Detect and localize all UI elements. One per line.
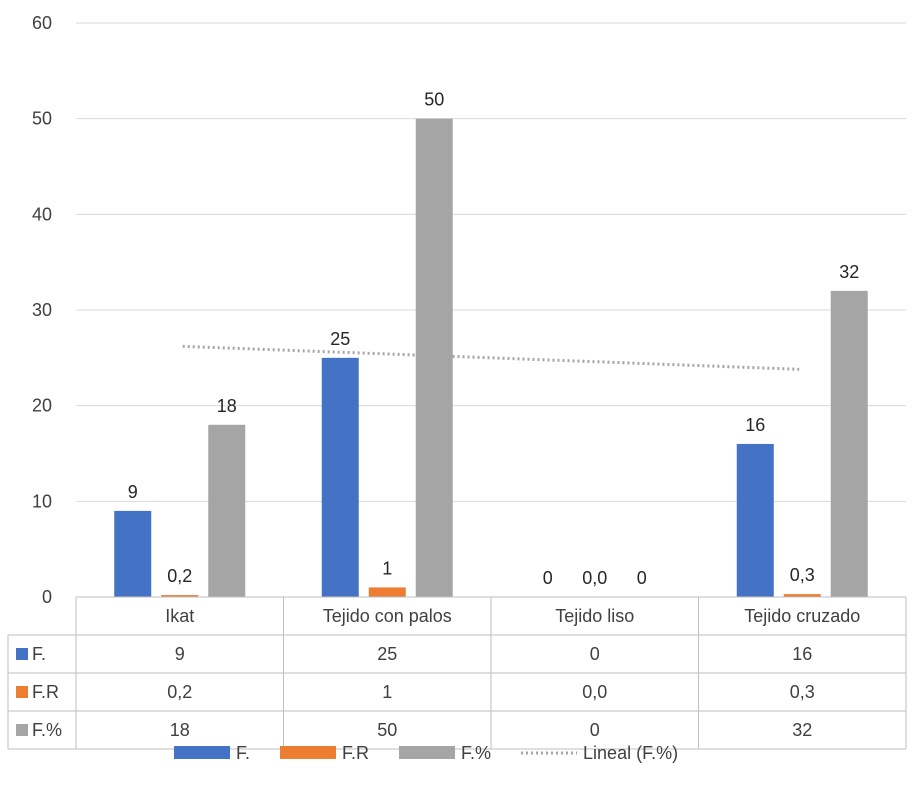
data-label: 0,3	[790, 565, 815, 585]
table-series-name: F.%	[32, 720, 62, 740]
table-series-name: F.	[32, 644, 46, 664]
trendline-line	[182, 344, 800, 371]
y-tick-label: 40	[32, 204, 52, 224]
legend: F. F.R F.% Lineal (F.%)	[174, 743, 678, 763]
category-label: Tejido liso	[555, 606, 634, 626]
legend-swatch	[280, 746, 337, 759]
data-label: 0,0	[582, 568, 607, 588]
y-tick-label: 60	[32, 13, 52, 33]
table-cell: 9	[175, 644, 185, 664]
bar	[161, 595, 199, 597]
table-cell: 32	[792, 720, 812, 740]
legend-swatch	[174, 746, 230, 759]
data-label: 50	[424, 90, 444, 110]
table-cell: 0,0	[582, 682, 607, 702]
data-label: 16	[745, 415, 765, 435]
table-series-name: F.R	[32, 682, 59, 702]
category-label: Tejido con palos	[323, 606, 452, 626]
data-labels: 9 25 0 16 0,2 1 0,0 0,3 18 50 0 32	[128, 90, 860, 588]
table-cell: 0	[590, 644, 600, 664]
bar	[830, 290, 868, 597]
data-label: 0	[637, 568, 647, 588]
table-cell: 25	[377, 644, 397, 664]
legend-swatch	[399, 746, 456, 759]
bar	[208, 424, 246, 597]
data-label: 0,2	[167, 566, 192, 586]
table-legend-key	[16, 686, 28, 698]
legend-label: F.R	[342, 743, 369, 763]
y-tick-label: 0	[42, 587, 52, 607]
table-cell: 0	[590, 720, 600, 740]
y-tick-label: 30	[32, 300, 52, 320]
gridlines	[76, 22, 906, 598]
bar	[736, 443, 774, 597]
table-cell: 16	[792, 644, 812, 664]
trendline	[182, 344, 800, 371]
data-label: 32	[839, 262, 859, 282]
table-legend-key	[16, 724, 28, 736]
data-label: 25	[330, 329, 350, 349]
bar	[321, 357, 359, 597]
data-table: Ikat Tejido con palos Tejido liso Tejido cr…	[7, 596, 907, 750]
category-label: Tejido cruzado	[744, 606, 860, 626]
bar	[783, 594, 821, 597]
bar	[415, 118, 453, 598]
table-legend-key	[16, 648, 28, 660]
table-cell: 18	[170, 720, 190, 740]
y-tick-label: 20	[32, 396, 52, 416]
bar	[368, 587, 406, 597]
data-label: 9	[128, 482, 138, 502]
y-tick-label: 50	[32, 109, 52, 129]
data-label: 0	[543, 568, 553, 588]
bars	[114, 118, 868, 598]
data-label: 18	[217, 396, 237, 416]
bar	[114, 510, 152, 597]
table-cell: 1	[382, 682, 392, 702]
legend-label: F.	[236, 743, 250, 763]
legend-label: F.%	[461, 743, 491, 763]
table-cell: 50	[377, 720, 397, 740]
table-cell: 0,2	[167, 682, 192, 702]
table-cell: 0,3	[790, 682, 815, 702]
category-label: Ikat	[165, 606, 194, 626]
y-axis-tick-labels: 0 10 20 30 40 50 60	[32, 13, 52, 607]
data-label: 1	[382, 558, 392, 578]
y-tick-label: 10	[32, 491, 52, 511]
legend-label: Lineal (F.%)	[583, 743, 678, 763]
